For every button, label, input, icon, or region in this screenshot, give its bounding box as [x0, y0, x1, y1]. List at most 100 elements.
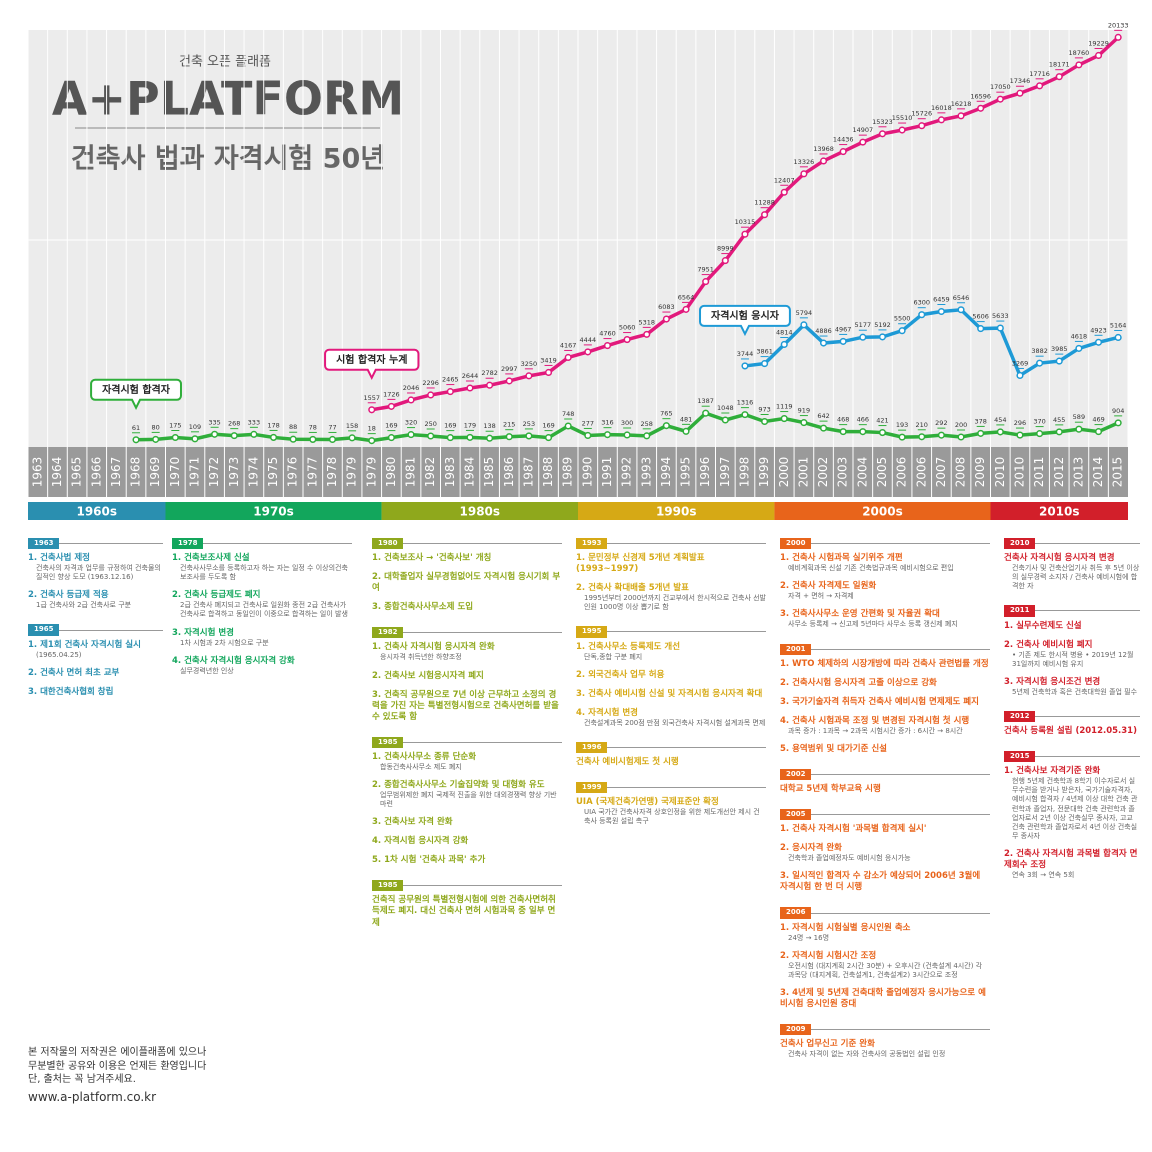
x-tick-label: 1965	[70, 457, 84, 488]
data-label: 210	[916, 421, 928, 429]
data-label: 138	[483, 422, 495, 430]
decade-band	[774, 502, 991, 520]
point	[996, 428, 1004, 436]
brand: A+PLATFORM	[52, 72, 404, 126]
footer-text: 본 저작물의 저작권은 에이플래폼에 있으나 무분별한 공유와 이용은 언제든 …	[28, 1047, 207, 1085]
data-label: 253	[523, 420, 535, 428]
data-label: 17346	[1010, 77, 1031, 85]
note-column: 1963 1. 건축사법 제정 건축사의 자격과 업무를 규정하여 건축물의 질적인…	[28, 538, 163, 712]
data-label: 215	[503, 421, 515, 429]
note-title: 2. 건축사 예비시험 폐지	[1004, 639, 1093, 650]
note-title: 2. 건축사 면허 최초 교부	[28, 667, 120, 678]
data-label: 468	[837, 416, 849, 424]
x-tick-label: 1977	[305, 457, 319, 488]
data-label: 589	[1073, 413, 1085, 421]
note-title: 1. 제1회 건축사 자격시험 실시	[28, 639, 141, 650]
data-label: 973	[758, 405, 770, 413]
data-label: 3861	[756, 348, 773, 356]
point	[1036, 82, 1044, 90]
note-detail: 2급 건축사 폐지되고 건축사로 일원화 종전 2급 건축사가 건축사로 합격하…	[180, 601, 348, 619]
note-title: 건축사 자격시험 응시자격 변경	[1004, 553, 1115, 564]
point	[662, 422, 670, 430]
data-label: 3269	[1012, 359, 1029, 367]
data-label: 292	[935, 419, 947, 427]
note-year: 2001	[780, 643, 812, 655]
data-label: 3250	[521, 360, 538, 368]
note-year: 1996	[576, 741, 608, 753]
data-label: 748	[562, 410, 574, 418]
note-detail: 과목 증가 : 1과목 → 2과목 시험시간 증가 : 6시간 → 8시간	[788, 726, 963, 735]
note-title: 3. 대한건축사협회 창립	[28, 686, 114, 697]
callout-box	[90, 378, 182, 411]
point	[839, 428, 847, 436]
note-title: 3. 건축사 예비시험 신설 및 자격시험 응시자격 확대	[576, 688, 763, 699]
point	[1016, 371, 1024, 380]
point	[977, 429, 985, 437]
note-title: 2. 외국건축사 업무 허용	[576, 669, 665, 680]
note-title: 3. 자격시험 응시조건 변경	[1004, 676, 1101, 687]
point	[898, 327, 906, 335]
point	[584, 348, 592, 356]
note-year: 1963	[28, 538, 60, 550]
x-tick-label: 1984	[462, 457, 476, 488]
x-tick-label: 2004	[855, 457, 869, 488]
note-title: 1. 건축보조사제 신설	[172, 553, 250, 564]
point	[230, 432, 238, 440]
note-title: 3. 종합건축사사무소제 도입	[372, 602, 474, 613]
data-label: 11288	[754, 199, 775, 207]
point	[505, 433, 513, 441]
data-label: 6083	[658, 303, 675, 311]
point	[1075, 425, 1083, 433]
data-label: 17716	[1029, 70, 1050, 78]
x-tick-label: 2012	[1052, 457, 1066, 488]
x-tick-label: 1986	[502, 457, 516, 488]
x-tick-label: 1980	[384, 457, 398, 488]
x-tick-label: 1972	[207, 457, 221, 488]
note-title: 3. 국가기술자격 취득자 건축사 예비시험 면제제도 폐지	[780, 696, 979, 707]
x-tick-label: 1992	[620, 457, 634, 488]
note-year: 1982	[372, 627, 404, 639]
point	[741, 362, 749, 370]
x-tick-label: 1963	[30, 457, 44, 488]
note-title: 2. 건축사 자격시험 과목별 합격자 면제회수 조정	[1004, 848, 1138, 870]
x-tick-label: 2005	[875, 457, 889, 488]
point	[1036, 359, 1044, 367]
x-tick-label: 2001	[796, 457, 810, 488]
note-detail: 연속 3회 → 연속 5회	[1012, 870, 1075, 879]
point	[427, 432, 435, 440]
data-label: 80	[152, 423, 160, 431]
footer-url: www.a-platform.co.kr	[28, 1089, 157, 1104]
data-label: 6546	[953, 294, 970, 302]
data-label: 765	[660, 410, 672, 418]
data-label: 300	[621, 419, 633, 427]
x-tick-label: 1991	[600, 457, 614, 488]
data-label: 6459	[933, 296, 950, 304]
point	[564, 353, 572, 362]
x-tick-label: 2014	[1091, 457, 1105, 488]
data-label: 454	[994, 416, 1006, 424]
data-label: 14907	[852, 126, 873, 134]
x-tick-label: 1964	[50, 457, 64, 488]
point	[171, 433, 179, 442]
data-label: 4886	[815, 327, 832, 335]
point	[250, 430, 258, 438]
point	[878, 333, 887, 341]
point	[878, 130, 887, 138]
callout-box	[699, 304, 791, 337]
point	[446, 388, 454, 396]
x-tick-label: 1996	[698, 457, 712, 488]
data-label: 6300	[913, 299, 930, 307]
note-detail: 현행 5년제 건축학과 8학기 이수자로서 실무수련을 받거나 받은자, 국가기…	[1012, 777, 1138, 840]
note-title: 2. 건축사 확대배출 5개년 발표	[576, 583, 689, 594]
note-title: 1. 자격시험 시험실별 응시인원 축소	[780, 922, 911, 933]
note-year: 2015	[1004, 751, 1036, 763]
callout-box	[324, 348, 420, 381]
point	[603, 342, 612, 350]
data-label: 2046	[403, 384, 420, 392]
point	[898, 126, 906, 134]
data-label: 158	[346, 422, 358, 430]
kicker: 건축 오픈 플래폼	[179, 55, 271, 70]
data-label: 4167	[560, 341, 577, 349]
point	[996, 324, 1004, 332]
